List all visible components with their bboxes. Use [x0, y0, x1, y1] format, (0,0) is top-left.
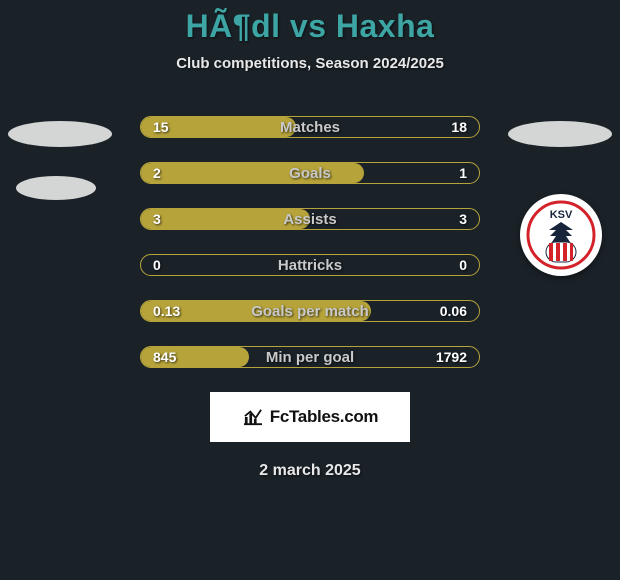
date-label: 2 march 2025: [259, 462, 360, 480]
stat-value-left: 0.13: [153, 303, 180, 319]
page-subtitle: Club competitions, Season 2024/2025: [176, 55, 444, 72]
stat-row: 845 Min per goal 1792: [140, 346, 480, 368]
stat-value-right: 0: [459, 257, 467, 273]
stat-rows: 15 Matches 18 2 Goals 1 3 Assists 3 0 Hattricks 0 0.…: [140, 116, 480, 368]
team-badge: KSV: [520, 194, 602, 276]
stat-label: Goals: [289, 165, 331, 182]
shield-icon: KSV: [526, 200, 596, 270]
fctables-watermark: FcTables.com: [210, 392, 410, 442]
fctables-label: FcTables.com: [270, 407, 379, 427]
left-bottom-ellipse: [16, 176, 96, 200]
comparison-card: HÃ¶dl vs Haxha Club competitions, Season…: [0, 0, 620, 480]
stat-label: Assists: [283, 211, 336, 228]
chart-icon: [242, 408, 264, 426]
stat-row: 0 Hattricks 0: [140, 254, 480, 276]
stat-label: Goals per match: [251, 303, 369, 320]
stat-value-right: 1792: [436, 349, 467, 365]
stat-value-left: 3: [153, 211, 161, 227]
right-top-ellipse: [508, 121, 612, 147]
left-top-ellipse: [8, 121, 112, 147]
stat-value-left: 2: [153, 165, 161, 181]
stat-value-right: 1: [459, 165, 467, 181]
stat-value-left: 0: [153, 257, 161, 273]
page-title: HÃ¶dl vs Haxha: [186, 8, 435, 45]
stat-value-right: 0.06: [440, 303, 467, 319]
stat-row: 2 Goals 1: [140, 162, 480, 184]
stat-value-right: 18: [451, 119, 467, 135]
stat-row: 0.13 Goals per match 0.06: [140, 300, 480, 322]
stat-label: Min per goal: [266, 349, 354, 366]
stat-value-left: 845: [153, 349, 176, 365]
stat-label: Hattricks: [278, 257, 342, 274]
stat-value-left: 15: [153, 119, 169, 135]
stat-label: Matches: [280, 119, 340, 136]
stat-value-right: 3: [459, 211, 467, 227]
stat-row: 15 Matches 18: [140, 116, 480, 138]
svg-text:KSV: KSV: [550, 209, 573, 221]
stat-row: 3 Assists 3: [140, 208, 480, 230]
stats-zone: KSV 15 Matches 18 2 Goals 1 3 Assists 3 0 Hattrick…: [0, 116, 620, 480]
